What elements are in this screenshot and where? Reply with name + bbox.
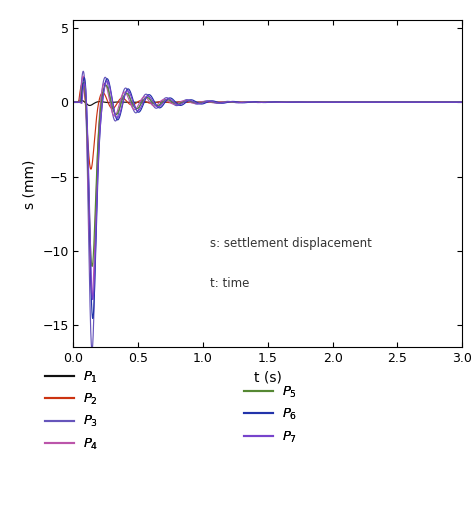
Legend: $P_1$, $P_2$, $P_3$, $P_4$: $P_1$, $P_2$, $P_3$, $P_4$ — [45, 369, 98, 452]
Y-axis label: s (mm): s (mm) — [23, 159, 36, 208]
Legend: $P_5$, $P_6$, $P_7$: $P_5$, $P_6$, $P_7$ — [244, 385, 297, 445]
X-axis label: t (s): t (s) — [254, 371, 282, 385]
Text: s: settlement displacement: s: settlement displacement — [210, 237, 372, 250]
Text: t: time: t: time — [210, 277, 249, 290]
